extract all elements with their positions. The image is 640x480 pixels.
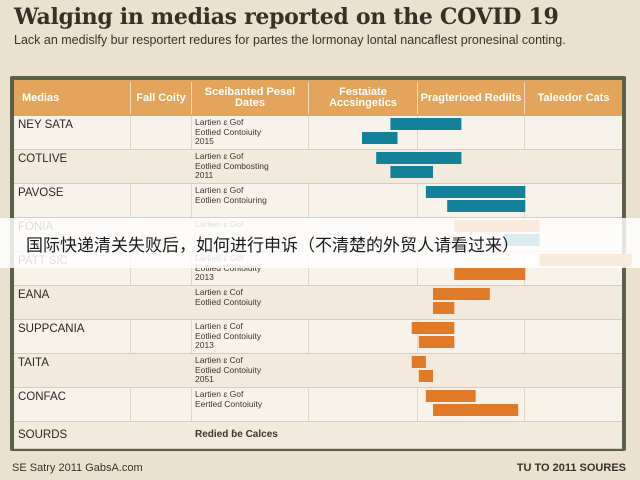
- row-note: Lartien ɛ Gof Eotlied Combosting 2011: [195, 151, 269, 180]
- header-divider: [308, 82, 309, 114]
- header-divider: [417, 82, 418, 114]
- column-divider: [191, 116, 192, 449]
- bar-eana-3: [433, 302, 455, 314]
- header-divider: [130, 82, 131, 114]
- bar-suppcania-3: [418, 336, 455, 348]
- bar-cotlive-1: [390, 166, 433, 178]
- row-note: Redied ɓe Calces: [195, 429, 278, 440]
- row-note: Lartien ɛ Cof Eotlied Contoiuity 2013: [195, 321, 262, 350]
- table-row: PAVOSE Lartien ɛ Gof Eotlien Contoiuring: [14, 184, 622, 218]
- table-row: SUPPCANIA Lartien ɛ Cof Eotlied Contoiuit…: [14, 320, 622, 354]
- header-fall-coity: Fall Coity: [136, 91, 186, 104]
- bar-ney-sata-0: [390, 118, 462, 130]
- bar-ney-sata-1: [362, 132, 398, 144]
- footer: SE Satry 2011 GabsA.com TU TO 2011 SOURE…: [0, 458, 640, 480]
- row-label: NEY SATA: [18, 119, 73, 131]
- table-row: CONFAC Lartien ɛ Gof Eertled Contoiuity: [14, 388, 622, 422]
- table-row: EANA Lartien ɛ Cof Eotlied Contoiuity: [14, 286, 622, 320]
- overlay-banner[interactable]: 国际快递清关失败后，如何进行申诉（不清楚的外贸人请看过来）: [0, 218, 640, 268]
- bar-taita-2: [411, 356, 426, 368]
- header-divider: [191, 82, 192, 114]
- column-divider: [417, 116, 418, 449]
- bar-taita-3: [418, 370, 433, 382]
- bar-confac-2: [425, 390, 476, 402]
- footer-source: SE Satry 2011 GabsA.com: [12, 462, 143, 474]
- overlay-banner-text: 国际快递清关失败后，如何进行申诉（不清楚的外贸人请看过来）: [26, 235, 519, 256]
- row-label: COTLIVE: [18, 153, 68, 165]
- table-row: NEY SATA Lartien ɛ Gof Eotlied Contoiuity…: [14, 116, 622, 150]
- chart-subtitle: Lack an medislfy bur resportert redures …: [14, 33, 566, 47]
- table-row: TAITA Lartien ɛ Cof Eotlied Contoiuity 20…: [14, 354, 622, 388]
- header-pesel-dates: Sceibanted Pesel Dates: [204, 86, 296, 109]
- row-note: Lartien ɛ Gof Eotlien Contoiuring: [195, 185, 267, 205]
- row-note: Lartien ɛ Gof Eotlied Contoiuity 2015: [195, 117, 262, 146]
- column-divider: [524, 116, 525, 449]
- row-note: Lartien ɛ Cof Eotlied Contoiuity 2051: [195, 355, 262, 384]
- bar-confac-3: [433, 404, 519, 416]
- bar-pavose-0: [425, 186, 526, 198]
- footer-note: TU TO 2011 SOURES: [516, 462, 626, 474]
- row-note: Lartien ɛ Gof Eertled Contoiuity: [195, 389, 263, 409]
- bar-patt-sic-3: [454, 268, 526, 280]
- bar-suppcania-2: [411, 322, 455, 334]
- table-row: SOURDS Redied ɓe Calces: [14, 422, 622, 449]
- table-row: COTLIVE Lartien ɛ Gof Eotlied Combosting …: [14, 150, 622, 184]
- chart-title: Walging in medias reported on the COVID …: [14, 4, 559, 30]
- header-divider: [524, 82, 525, 114]
- row-label: TAITA: [18, 357, 49, 369]
- column-divider: [130, 116, 131, 449]
- bar-eana-2: [433, 288, 490, 300]
- row-label: SUPPCANIA: [18, 323, 85, 335]
- table-header: Medias Fall Coity Sceibanted Pesel Dates…: [14, 80, 622, 116]
- bar-cotlive-0: [376, 152, 462, 164]
- header-medias: Medias: [22, 91, 60, 104]
- header-cats: Taleedor Cats: [537, 91, 610, 104]
- row-label: EANA: [18, 289, 50, 301]
- bar-pavose-1: [447, 200, 526, 212]
- header-accsingetics: Festaiate Accsingetics: [329, 86, 397, 109]
- row-label: PAVOSE: [18, 187, 64, 199]
- row-label: SOURDS: [18, 429, 68, 441]
- row-label: CONFAC: [18, 391, 66, 403]
- header-redilts: Pragterioed Redilts: [420, 91, 522, 104]
- column-divider: [308, 116, 309, 449]
- row-note: Lartien ɛ Cof Eotlied Contoiuity: [195, 287, 262, 307]
- table-body: NEY SATA Lartien ɛ Gof Eotlied Contoiuity…: [14, 116, 622, 449]
